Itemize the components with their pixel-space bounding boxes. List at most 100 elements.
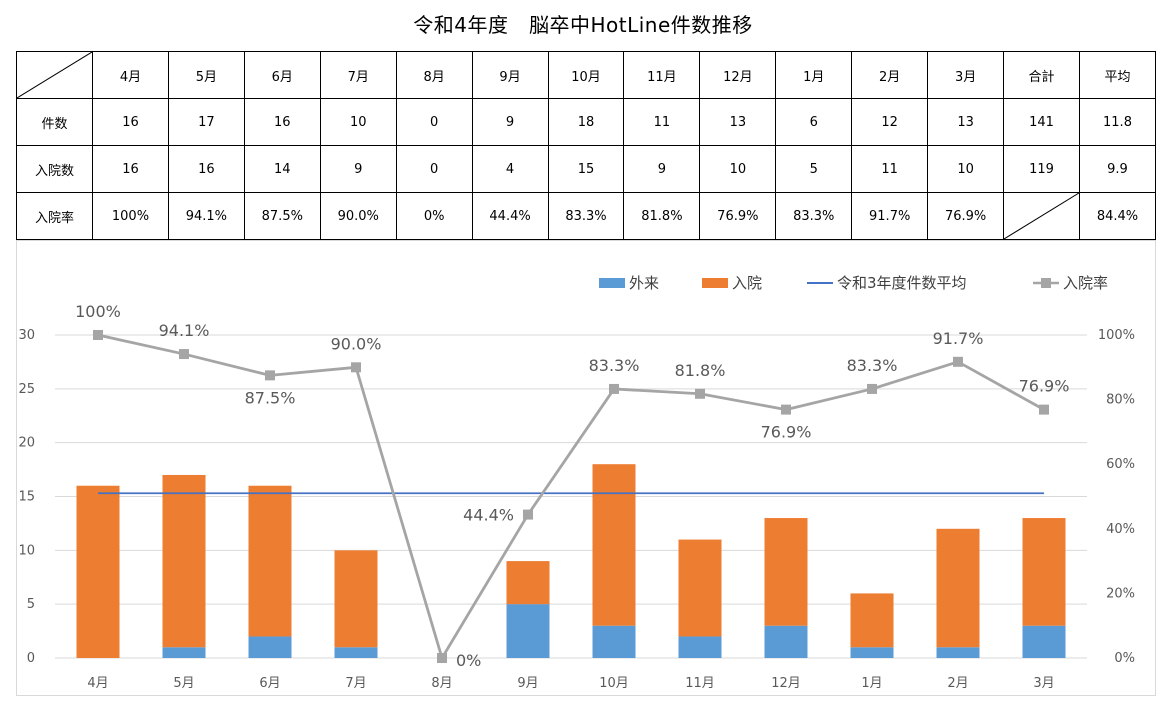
bar-outpatient <box>678 636 722 658</box>
bar-outpatient <box>764 625 808 658</box>
table-cell: 76.9% <box>699 192 777 240</box>
rate-marker <box>351 362 361 373</box>
table-cell: 87.5% <box>243 192 321 240</box>
rate-marker <box>179 349 189 360</box>
y-tick-label-right: 80% <box>1106 393 1135 408</box>
bar-inpatient <box>162 474 206 648</box>
table-cell: 9.9 <box>1078 145 1157 193</box>
rate-marker <box>953 356 963 367</box>
bar-outpatient <box>248 636 292 658</box>
y-tick-label-left: 30 <box>18 328 35 343</box>
table-cell: 83.3% <box>775 192 853 240</box>
rate-data-label: 83.3% <box>847 356 898 375</box>
rate-data-label: 94.1% <box>159 321 210 340</box>
bar-inpatient <box>936 528 980 648</box>
rate-marker <box>867 383 877 394</box>
bar-inpatient <box>678 539 722 637</box>
column-header: 平均 <box>1078 51 1157 99</box>
table-cell: 10 <box>699 145 777 193</box>
row-header: 件数 <box>16 98 93 146</box>
y-tick-label-left: 5 <box>27 597 35 612</box>
column-header: 9月 <box>471 51 549 99</box>
x-tick-label: 4月 <box>87 676 108 691</box>
column-header: 2月 <box>851 51 929 99</box>
table-cell: 0% <box>395 192 473 240</box>
table-cell: 10 <box>319 98 397 146</box>
table-cell: 16 <box>92 145 169 193</box>
row-header: 入院率 <box>16 192 93 240</box>
column-header: 4月 <box>92 51 169 99</box>
table-cell: 9 <box>623 145 701 193</box>
bar-inpatient <box>850 593 894 648</box>
x-tick-label: 11月 <box>685 676 715 691</box>
y-tick-label-left: 20 <box>18 436 35 451</box>
column-header: 5月 <box>167 51 245 99</box>
table-cell: 9 <box>319 145 397 193</box>
y-tick-label-right: 60% <box>1106 457 1135 472</box>
y-tick-label-right: 20% <box>1106 586 1135 601</box>
table-cell: 83.3% <box>547 192 625 240</box>
table-cell: 0 <box>395 98 473 146</box>
chart-area: 0 5 10 15 20 25 30 0% 20% 40% 60% 80% 100% 100% 94.1% 8… <box>16 240 1156 696</box>
table-row: 入院数 16 16 14 9 0 4 15 9 10 5 11 10 119 9.9 <box>16 145 1157 193</box>
rate-data-label: 0% <box>456 651 481 670</box>
table-cell: 91.7% <box>851 192 929 240</box>
bar-inpatient <box>1022 518 1066 626</box>
rate-data-label: 81.8% <box>675 361 726 380</box>
rate-data-label: 76.9% <box>761 423 812 442</box>
x-tick-label: 7月 <box>345 676 366 691</box>
y-tick-label-left: 0 <box>27 651 35 666</box>
x-tick-label: 2月 <box>947 676 968 691</box>
table-cell: 94.1% <box>167 192 245 240</box>
rate-data-label: 83.3% <box>589 356 640 375</box>
table-corner-cell <box>16 51 93 99</box>
legend-label-outpatient: 外来 <box>629 274 659 292</box>
table-cell: 4 <box>471 145 549 193</box>
table-row: 入院率 100% 94.1% 87.5% 90.0% 0% 44.4% 83.3% 81.8% 7… <box>16 192 1157 240</box>
x-tick-label: 12月 <box>771 676 801 691</box>
rate-marker <box>1039 404 1049 415</box>
table-cell: 44.4% <box>471 192 549 240</box>
y-tick-label-right: 100% <box>1098 328 1135 343</box>
bar-outpatient <box>592 625 636 658</box>
bar-inpatient <box>592 464 636 626</box>
column-header: 11月 <box>623 51 701 99</box>
table-cell: 17 <box>167 98 245 146</box>
table-cell: 12 <box>851 98 929 146</box>
blank-cell <box>1003 192 1080 240</box>
x-tick-label: 8月 <box>431 676 452 691</box>
table-cell: 16 <box>92 98 169 146</box>
table-cell: 18 <box>547 98 625 146</box>
column-header: 合計 <box>1003 51 1080 99</box>
legend-marker-rate <box>1041 278 1051 288</box>
bar-outpatient <box>162 647 206 658</box>
table-cell: 15 <box>547 145 625 193</box>
bar-inpatient <box>506 561 550 605</box>
table-cell: 13 <box>699 98 777 146</box>
table-cell: 10 <box>927 145 1005 193</box>
bar-inpatient <box>76 485 120 658</box>
column-header: 7月 <box>319 51 397 99</box>
x-tick-label: 9月 <box>517 676 538 691</box>
table-cell: 14 <box>243 145 321 193</box>
rate-data-label: 87.5% <box>245 388 296 407</box>
table-cell: 11 <box>623 98 701 146</box>
table-cell: 11 <box>851 145 929 193</box>
table-cell: 13 <box>927 98 1005 146</box>
table-cell: 84.4% <box>1078 192 1157 240</box>
bar-outpatient <box>850 647 894 658</box>
table-cell: 16 <box>167 145 245 193</box>
legend-label-rate: 入院率 <box>1063 274 1108 292</box>
table-cell: 5 <box>775 145 853 193</box>
y-tick-label-left: 15 <box>18 490 35 505</box>
y-tick-label-right: 0% <box>1114 651 1135 666</box>
rate-data-label: 44.4% <box>463 506 514 525</box>
table-cell: 81.8% <box>623 192 701 240</box>
rate-data-label: 91.7% <box>933 329 984 348</box>
column-header: 6月 <box>243 51 321 99</box>
y-tick-label-left: 10 <box>18 543 35 558</box>
bar-outpatient <box>1022 625 1066 658</box>
bar-inpatient <box>764 518 808 626</box>
rate-marker <box>781 404 791 415</box>
column-header: 1月 <box>775 51 853 99</box>
